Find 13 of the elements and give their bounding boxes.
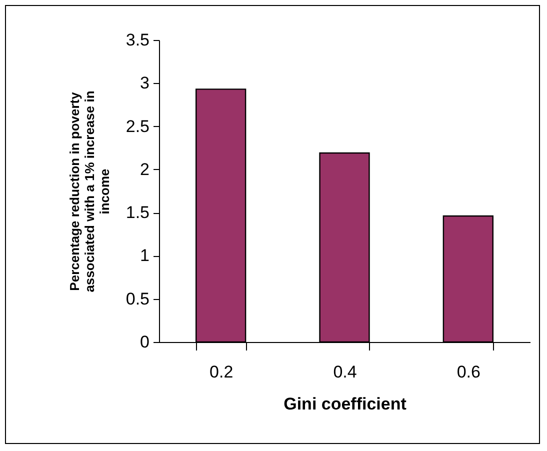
y-tick-label: 0 <box>140 332 150 352</box>
y-tick-label: 1 <box>140 246 150 266</box>
x-tick-label: 0.6 <box>456 362 480 382</box>
y-tick-label: 3 <box>140 74 150 93</box>
x-tick-label: 0.4 <box>333 362 357 382</box>
x-axis-title: Gini coefficient <box>284 394 407 414</box>
x-tick-label: 0.2 <box>210 362 234 382</box>
y-tick-label: 2.5 <box>126 116 150 136</box>
y-axis-title: Percentage reduction in poverty associated with a 1% increase in income <box>66 90 112 292</box>
y-tick-label: 0.5 <box>126 289 150 308</box>
y-tick-label: 2 <box>140 160 150 179</box>
y-tick-label: 3.5 <box>126 30 150 50</box>
y-tick-label: 1.5 <box>126 203 150 222</box>
